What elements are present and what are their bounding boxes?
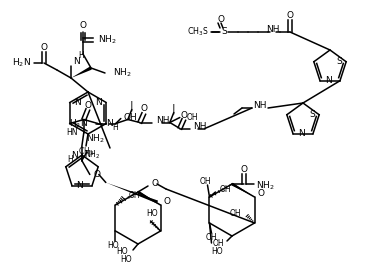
Text: N: N: [73, 57, 80, 66]
Text: N: N: [298, 129, 305, 138]
Text: O: O: [164, 196, 170, 206]
Text: HO: HO: [108, 240, 119, 249]
Text: CH$_3$: CH$_3$: [78, 146, 94, 158]
Text: H: H: [112, 123, 118, 132]
Text: N: N: [95, 98, 102, 107]
Text: OH: OH: [230, 209, 242, 218]
Text: NH: NH: [156, 116, 169, 125]
Text: O: O: [152, 180, 159, 188]
Text: S: S: [221, 27, 227, 36]
Text: NH$_2$: NH$_2$: [84, 148, 100, 161]
Text: S: S: [336, 57, 342, 66]
Text: OH: OH: [206, 233, 217, 242]
Text: NH: NH: [193, 122, 206, 131]
Text: O: O: [84, 101, 91, 110]
Text: NH: NH: [253, 101, 267, 110]
Text: S: S: [203, 27, 208, 36]
Text: NH: NH: [266, 26, 280, 35]
Text: H$_2$N: H$_2$N: [69, 117, 88, 130]
Text: HO: HO: [116, 248, 128, 256]
Text: NH$_2$: NH$_2$: [113, 67, 132, 79]
Text: N: N: [325, 76, 332, 85]
Text: |: |: [130, 100, 134, 111]
Text: N: N: [71, 150, 78, 159]
Text: OH: OH: [220, 184, 231, 193]
Text: OH: OH: [187, 113, 198, 122]
Text: O: O: [180, 111, 187, 120]
Text: HN: HN: [66, 128, 78, 137]
Text: N: N: [76, 181, 83, 190]
Text: O: O: [257, 188, 265, 197]
Text: O: O: [79, 21, 87, 30]
Text: O: O: [217, 14, 225, 23]
Text: |: |: [172, 103, 176, 114]
Text: O: O: [40, 44, 48, 52]
Text: OH: OH: [129, 190, 140, 199]
Text: OH: OH: [212, 240, 224, 249]
Text: NH$_2$: NH$_2$: [86, 132, 104, 145]
Text: HO: HO: [120, 255, 132, 264]
Text: HO: HO: [147, 209, 158, 218]
Text: N: N: [106, 119, 113, 128]
Text: NH$_2$: NH$_2$: [98, 34, 117, 46]
Text: S: S: [310, 110, 315, 119]
Text: H$_2$N: H$_2$N: [12, 57, 31, 69]
Text: OH: OH: [124, 113, 138, 122]
Text: N: N: [74, 98, 81, 107]
Text: H: H: [78, 51, 84, 60]
Polygon shape: [137, 191, 161, 205]
Text: O: O: [287, 11, 293, 20]
Text: CH$_3$: CH$_3$: [187, 26, 204, 38]
Text: HO: HO: [211, 246, 223, 255]
Polygon shape: [231, 183, 254, 197]
Text: O: O: [140, 104, 147, 113]
Polygon shape: [106, 183, 158, 203]
Text: O: O: [240, 165, 248, 174]
Polygon shape: [71, 66, 92, 78]
Text: OH: OH: [200, 177, 211, 186]
Text: NH$_2$: NH$_2$: [256, 180, 275, 192]
Text: O: O: [94, 170, 101, 179]
Text: H: H: [67, 154, 73, 163]
